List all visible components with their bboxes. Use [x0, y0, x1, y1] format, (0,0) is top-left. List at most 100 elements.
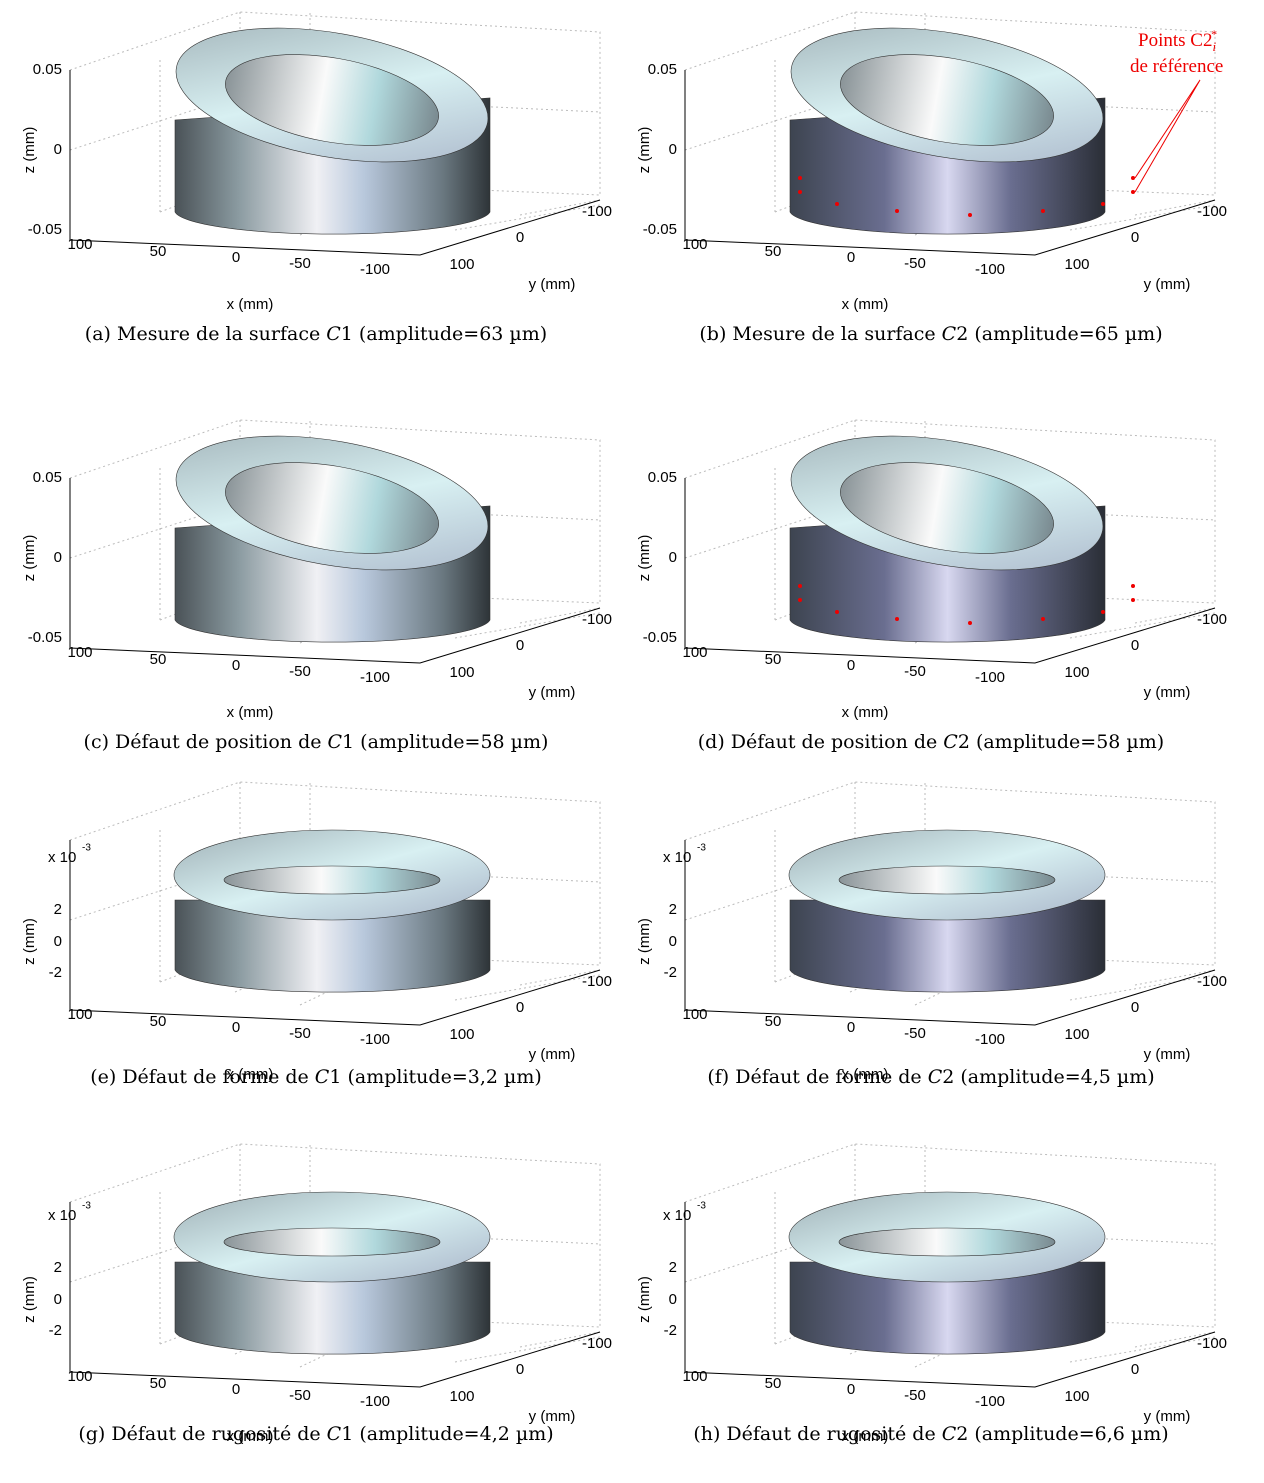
z-tick-label: 0	[669, 141, 677, 158]
z-tick-label: 0	[54, 549, 62, 566]
z-axis-label: z (mm)	[636, 535, 653, 582]
z-tick-label: -0.05	[28, 629, 62, 646]
x-tick-label: 50	[150, 651, 167, 668]
x-tick-label: 0	[232, 1381, 240, 1398]
y-tick-label: -100	[1197, 203, 1227, 220]
x-tick-label: -50	[904, 1387, 926, 1404]
x-tick-label: 0	[232, 249, 240, 266]
caption-part: C	[327, 1423, 342, 1445]
x-axis-label: x (mm)	[227, 1428, 274, 1445]
annotation-text: de référence	[1130, 56, 1223, 77]
y-axis-label: y (mm)	[1144, 1046, 1191, 1063]
x-tick-label: -100	[975, 1031, 1005, 1048]
x-axis-label: x (mm)	[227, 704, 274, 721]
caption-part: (b) Mesure de la surface	[699, 323, 935, 345]
x-axis-label: x (mm)	[842, 704, 889, 721]
z-tick-label: 0	[669, 1291, 677, 1308]
y-axis-label: y (mm)	[1144, 684, 1191, 701]
y-tick-label: 100	[449, 256, 474, 273]
reference-point	[1131, 190, 1135, 194]
z-exponent: x 10	[663, 849, 691, 866]
x-tick-label: 0	[847, 657, 855, 674]
panel: 2 0 -2 100 50 0 -50 -100 -100 0 100 x (mm) y (mm) z (…	[21, 1142, 612, 1445]
caption-part: (e) Défaut de forme de	[90, 1066, 309, 1088]
caption-part: 1 (amplitude=3,2 µm)	[329, 1066, 541, 1088]
x-tick-label: 0	[232, 1019, 240, 1036]
caption-part: 2 (amplitude=58 µm)	[958, 731, 1164, 753]
caption: (f) Défaut de forme de C2 (amplitude=4,5 …	[707, 1066, 1154, 1088]
z-tick-label: 2	[54, 901, 62, 918]
panel: 0.05 0 -0.05 100 50 0 -50 -100 -100 0 100 x (mm) y (…	[21, 10, 612, 345]
z-tick-label: -2	[664, 964, 677, 981]
y-tick-label: 100	[1064, 1388, 1089, 1405]
reference-point	[1101, 610, 1105, 614]
reference-point	[968, 621, 972, 625]
caption-part: 2 (amplitude=65 µm)	[956, 323, 1162, 345]
reference-point	[1041, 209, 1045, 213]
caption-part: C	[943, 731, 958, 753]
panel: 2 0 -2 100 50 0 -50 -100 -100 0 100 x (mm) y (mm) z (…	[636, 1142, 1227, 1445]
caption-part: (g) Défaut de rugosité de	[78, 1423, 320, 1445]
x-tick-label: -50	[289, 663, 311, 680]
z-tick-label: -0.05	[28, 221, 62, 238]
caption: (g) Défaut de rugosité de C1 (amplitude=4…	[78, 1423, 553, 1445]
z-tick-label: -2	[664, 1322, 677, 1339]
reference-point	[1131, 598, 1135, 602]
x-tick-label: -50	[904, 1025, 926, 1042]
inner-surface	[225, 54, 439, 146]
z-tick-label: -2	[49, 964, 62, 981]
z-exponent: x 10	[48, 1207, 76, 1224]
z-exponent-power: -3	[697, 843, 706, 854]
x-tick-label: -50	[904, 663, 926, 680]
x-tick-label: 100	[682, 1006, 707, 1023]
annotation-sup: *	[1211, 27, 1217, 41]
caption-part: C	[928, 1066, 943, 1088]
y-tick-label: 0	[1131, 637, 1139, 654]
caption: (e) Défaut de forme de C1 (amplitude=3,2 …	[90, 1066, 542, 1088]
x-tick-label: -100	[360, 261, 390, 278]
y-tick-label: -100	[582, 203, 612, 220]
y-tick-label: -100	[1197, 973, 1227, 990]
x-tick-label: -100	[360, 669, 390, 686]
reference-point	[798, 176, 802, 180]
x-tick-label: 100	[67, 644, 92, 661]
x-tick-label: 0	[847, 1019, 855, 1036]
caption-part: 2 (amplitude=6,6 µm)	[956, 1423, 1168, 1445]
z-tick-label: 2	[669, 1259, 677, 1276]
y-tick-label: -100	[582, 973, 612, 990]
z-tick-label: 0.05	[648, 469, 677, 486]
x-tick-label: 50	[765, 1375, 782, 1392]
caption-part: 1 (amplitude=63 µm)	[341, 323, 547, 345]
x-tick-label: -100	[975, 261, 1005, 278]
y-tick-label: 0	[516, 1361, 524, 1378]
z-tick-label: 0	[669, 549, 677, 566]
x-tick-label: 50	[765, 243, 782, 260]
reference-point	[1131, 176, 1135, 180]
z-exponent-power: -3	[82, 843, 91, 854]
x-tick-label: -50	[904, 255, 926, 272]
caption-part: C	[942, 323, 957, 345]
reference-point	[968, 213, 972, 217]
reference-point	[1131, 584, 1135, 588]
annotation-text: Points C2i*	[1138, 27, 1217, 54]
y-tick-label: 0	[1131, 999, 1139, 1016]
z-tick-label: -0.05	[643, 221, 677, 238]
panel: 0.05 0 -0.05 100 50 0 -50 -100 -100 0 100 x (mm) y (…	[636, 10, 1227, 345]
y-tick-label: 100	[1064, 256, 1089, 273]
axis-lines	[69, 70, 601, 256]
y-axis-label: y (mm)	[1144, 1408, 1191, 1425]
caption-part: 1 (amplitude=4,2 µm)	[341, 1423, 553, 1445]
inner-surface	[838, 865, 1056, 895]
z-tick-label: 0	[54, 141, 62, 158]
panel: 2 0 -2 100 50 0 -50 -100 -100 0 100 x (mm) y (mm) z (…	[636, 780, 1227, 1088]
x-tick-label: 0	[847, 1381, 855, 1398]
y-tick-label: 100	[1064, 1026, 1089, 1043]
caption: (b) Mesure de la surface C2 (amplitude=65…	[699, 323, 1162, 345]
y-tick-label: 0	[516, 229, 524, 246]
inner-surface	[840, 54, 1054, 146]
caption: (d) Défaut de position de C2 (amplitude=5…	[698, 731, 1164, 753]
z-tick-label: 0	[669, 933, 677, 950]
x-tick-label: 50	[150, 243, 167, 260]
y-tick-label: -100	[582, 1335, 612, 1352]
panel: 0.05 0 -0.05 100 50 0 -50 -100 -100 0 100 x (mm) y (…	[636, 418, 1227, 753]
